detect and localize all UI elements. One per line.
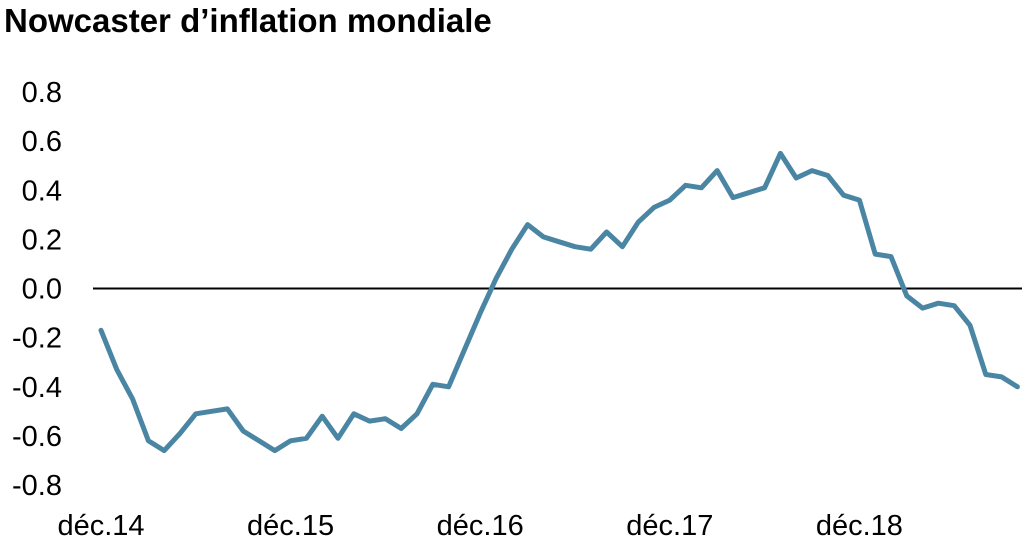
series-line xyxy=(98,150,1020,454)
y-tick-label: 0.8 xyxy=(22,77,62,109)
series-group xyxy=(98,150,1020,454)
y-tick-label: 0.0 xyxy=(22,274,62,306)
y-axis-ticks: 0.8 0.6 0.4 0.2 0.0 -0.2 -0.4 -0.6 -0.8 xyxy=(12,77,62,502)
y-tick-label: 0.2 xyxy=(22,224,62,256)
x-tick-label: déc.17 xyxy=(626,510,713,542)
y-tick-label: -0.4 xyxy=(12,372,62,404)
y-tick-label: 0.4 xyxy=(22,175,62,207)
x-tick-label: déc.15 xyxy=(247,510,334,542)
y-tick-label: -0.8 xyxy=(12,470,62,502)
y-tick-label: -0.2 xyxy=(12,323,62,355)
x-axis-ticks: déc.14 déc.15 déc.16 déc.17 déc.18 xyxy=(57,510,902,542)
x-tick-label: déc.16 xyxy=(437,510,524,542)
x-tick-label: déc.14 xyxy=(57,510,144,542)
x-tick-label: déc.18 xyxy=(816,510,903,542)
chart-title: Nowcaster d’inflation mondiale xyxy=(4,2,492,39)
y-tick-label: -0.6 xyxy=(12,421,62,453)
y-tick-label: 0.6 xyxy=(22,126,62,158)
